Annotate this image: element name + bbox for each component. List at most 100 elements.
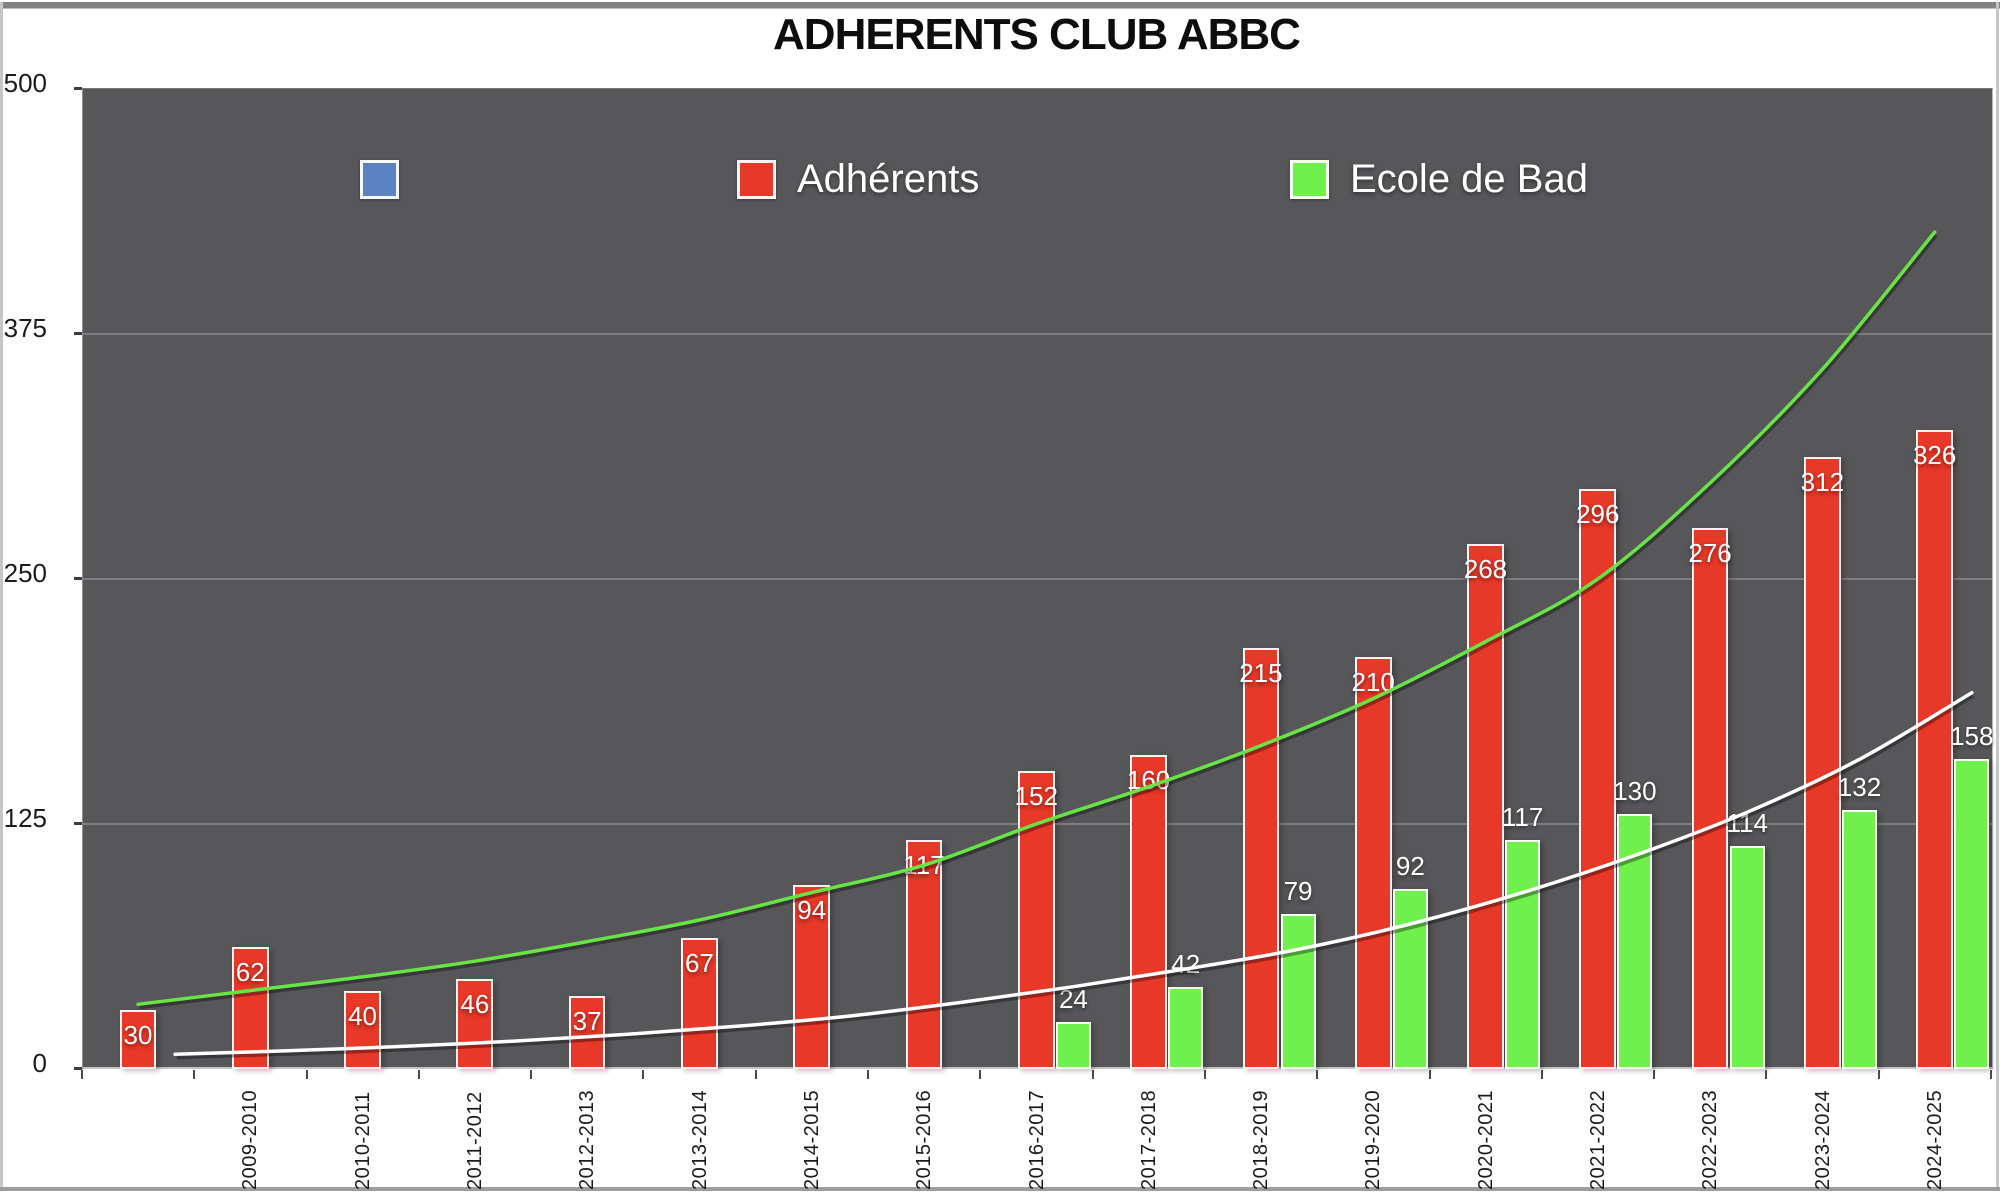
adherents-bar-label: 30 bbox=[123, 1020, 153, 1051]
x-axis-tick bbox=[1316, 1070, 1319, 1079]
trendline-shadow bbox=[139, 233, 1938, 1010]
adherents-bar-label: 215 bbox=[1239, 657, 1283, 688]
x-axis-label: 2021-2022 bbox=[1586, 1089, 1609, 1190]
legend-label-series-ecole: Ecole de Bad bbox=[1350, 157, 1588, 201]
x-axis-tick bbox=[1203, 1070, 1206, 1079]
y-axis-label: 375 bbox=[3, 313, 47, 343]
x-axis-label: 2011-2012 bbox=[464, 1091, 487, 1190]
legend-swatch-series-blank[interactable] bbox=[360, 160, 399, 199]
adherents-bar[interactable] bbox=[568, 996, 606, 1069]
y-axis-tick bbox=[74, 87, 82, 90]
adherents-bar-label: 296 bbox=[1576, 498, 1620, 529]
y-axis-label: 250 bbox=[3, 558, 47, 588]
adherents-bar-label: 152 bbox=[1014, 781, 1058, 812]
x-axis-tick bbox=[754, 1070, 757, 1079]
ecole-bar[interactable] bbox=[1280, 914, 1316, 1069]
x-axis-label: 2018-2019 bbox=[1250, 1089, 1273, 1190]
trendlines-layer bbox=[83, 89, 1992, 1074]
chart-title[interactable]: ADHERENTS CLUB ABBC bbox=[773, 10, 1301, 59]
adherents-bar[interactable] bbox=[1467, 543, 1504, 1069]
adherents-bar[interactable] bbox=[1916, 430, 1953, 1069]
x-axis-tick bbox=[1765, 1070, 1768, 1079]
x-axis-tick bbox=[1877, 1070, 1880, 1079]
x-axis-label: 2019-2020 bbox=[1362, 1089, 1385, 1190]
ecole-bar[interactable] bbox=[1055, 1021, 1091, 1069]
x-axis-tick bbox=[417, 1070, 420, 1079]
adherents-bar-label: 40 bbox=[348, 1000, 377, 1031]
ecole-bar-label: 79 bbox=[1283, 876, 1313, 907]
x-axis-tick bbox=[1653, 1070, 1656, 1079]
ecole-bar-label: 132 bbox=[1837, 772, 1882, 803]
legend-swatch-series-ecole[interactable] bbox=[1290, 160, 1329, 199]
gridline-375 bbox=[83, 333, 1992, 335]
adherents-bar-label: 94 bbox=[797, 894, 827, 925]
adherents-bar[interactable] bbox=[1130, 755, 1167, 1069]
adherents-bar-label: 326 bbox=[1912, 440, 1957, 471]
x-axis-label: 2023-2024 bbox=[1811, 1089, 1834, 1190]
frame-border-bottom bbox=[0, 1187, 2000, 1191]
frame-border-top bbox=[0, 2, 2000, 9]
trendlines-svg bbox=[136, 230, 1975, 1060]
ecole-bar[interactable] bbox=[1729, 845, 1765, 1069]
x-axis-tick bbox=[1990, 1070, 1992, 1079]
ecole-bar-label: 117 bbox=[1501, 801, 1544, 832]
x-axis-label: 2010-2011 bbox=[351, 1091, 374, 1190]
adherents-bar[interactable] bbox=[681, 937, 718, 1069]
adherents-bar[interactable] bbox=[1354, 657, 1392, 1069]
ecole-bar-label: 92 bbox=[1395, 850, 1425, 881]
x-axis-tick bbox=[642, 1070, 645, 1079]
adherents-bar[interactable] bbox=[344, 990, 381, 1069]
x-axis-tick bbox=[1540, 1070, 1543, 1079]
y-axis-tick bbox=[74, 577, 82, 580]
y-axis-tick bbox=[74, 1067, 82, 1070]
gridline-250 bbox=[83, 578, 1992, 580]
adherents-bar-label: 37 bbox=[572, 1006, 602, 1037]
adherents-bar[interactable] bbox=[1691, 528, 1729, 1069]
adherents-bar[interactable] bbox=[793, 884, 831, 1069]
ecole-bar[interactable] bbox=[1392, 888, 1428, 1069]
ecole-bar-label: 130 bbox=[1613, 776, 1657, 807]
adherents-bar[interactable] bbox=[905, 839, 943, 1069]
trendline-adherents[interactable] bbox=[136, 230, 1937, 1007]
adherents-bar[interactable] bbox=[456, 978, 494, 1069]
legend-swatch-series-adherents[interactable] bbox=[737, 160, 776, 199]
x-axis-tick bbox=[530, 1070, 533, 1079]
x-axis-label: 2015-2016 bbox=[913, 1089, 936, 1190]
adherents-bar-label: 268 bbox=[1463, 553, 1508, 584]
ecole-bar-label: 158 bbox=[1950, 721, 1994, 752]
x-axis-tick bbox=[305, 1070, 308, 1079]
trendline-ecole[interactable] bbox=[173, 690, 1974, 1057]
adherents-bar[interactable] bbox=[119, 1010, 157, 1069]
x-axis-label: 2016-2017 bbox=[1025, 1089, 1048, 1190]
frame-border-right bbox=[1996, 2, 1999, 1190]
x-axis-label: 2022-2023 bbox=[1699, 1089, 1722, 1190]
adherents-bar[interactable] bbox=[1804, 457, 1841, 1069]
adherents-bar-label: 312 bbox=[1800, 467, 1845, 498]
adherents-bar-label: 276 bbox=[1688, 538, 1732, 569]
legend-label-series-adherents: Adhérents bbox=[797, 157, 980, 201]
ecole-bar-label: 42 bbox=[1171, 948, 1201, 979]
x-axis-tick bbox=[193, 1070, 196, 1079]
ecole-bar[interactable] bbox=[1168, 986, 1204, 1069]
y-axis-tick bbox=[74, 822, 82, 825]
trendline-shadow bbox=[176, 693, 1975, 1060]
x-axis-tick bbox=[81, 1070, 83, 1079]
x-axis-label: 2024-2025 bbox=[1923, 1089, 1946, 1190]
y-axis-label: 125 bbox=[3, 803, 47, 833]
adherents-bar[interactable] bbox=[1242, 647, 1280, 1069]
y-axis-label: 500 bbox=[3, 68, 47, 98]
x-axis-label: 2020-2021 bbox=[1474, 1089, 1497, 1190]
x-axis-tick bbox=[979, 1070, 982, 1079]
y-axis-label: 0 bbox=[32, 1048, 47, 1078]
plot-area: 30 62 40 46 37 67 94 117 152 24 160 42 215 79 210 92 268… bbox=[82, 88, 1993, 1069]
adherents-bar[interactable] bbox=[231, 947, 269, 1069]
x-axis-label: 2013-2014 bbox=[688, 1089, 711, 1190]
x-axis-tick bbox=[867, 1070, 870, 1079]
ecole-bar[interactable] bbox=[1954, 759, 1990, 1069]
x-axis-label: 2012-2013 bbox=[576, 1089, 599, 1190]
adherents-bar-label: 46 bbox=[460, 988, 490, 1019]
ecole-bar[interactable] bbox=[1842, 810, 1877, 1069]
frame-border-left bbox=[0, 2, 3, 1190]
ecole-bar[interactable] bbox=[1505, 839, 1541, 1069]
